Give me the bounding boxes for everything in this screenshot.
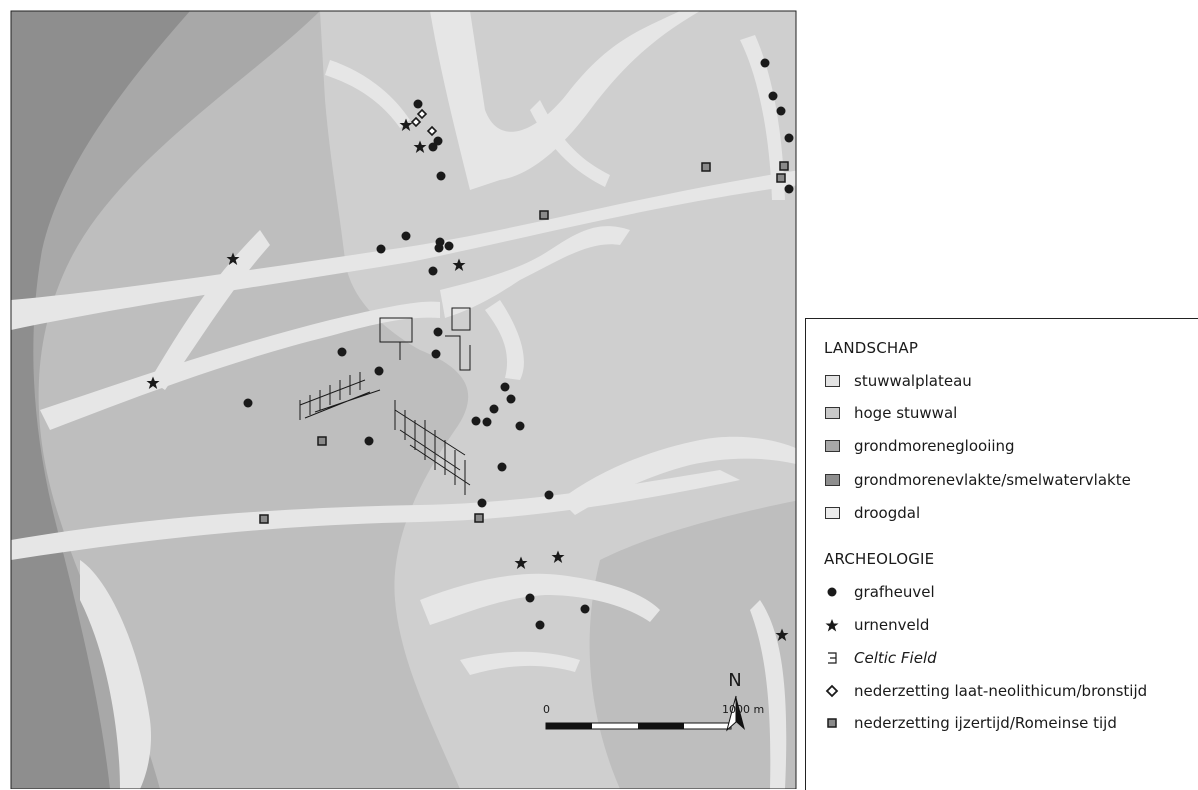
map-frame bbox=[10, 10, 797, 789]
legend-item: stuwwalplateau bbox=[824, 370, 972, 392]
north-label-wrap: N bbox=[720, 672, 750, 690]
legend-landscape-heading: LANDSCHAP bbox=[824, 339, 919, 357]
legend-item: grondmoreneglooiing bbox=[824, 435, 1015, 457]
legend-label: nederzetting laat-neolithicum/bronstijd bbox=[854, 682, 1148, 700]
north-arrow-icon bbox=[726, 695, 745, 732]
legend: LANDSCHAP stuwwalplateau hoge stuwwal gr… bbox=[805, 318, 1198, 790]
scale-end-label: 1000 m bbox=[722, 703, 765, 716]
dot-icon bbox=[827, 587, 837, 597]
legend-item: nederzetting ijzertijd/Romeinse tijd bbox=[824, 712, 1117, 734]
map bbox=[10, 10, 797, 789]
legend-item: grafheuvel bbox=[824, 581, 935, 603]
legend-archaeology-heading: ARCHEOLOGIE bbox=[824, 550, 935, 568]
legend-label: grafheuvel bbox=[854, 583, 935, 601]
square-icon bbox=[827, 718, 837, 728]
legend-item: Celtic Field bbox=[824, 647, 937, 669]
zone-grondmorenevlakte bbox=[11, 11, 190, 789]
legend-label: Celtic Field bbox=[854, 649, 937, 667]
legend-item: grondmorenevlakte/smelwatervlakte bbox=[824, 469, 1131, 491]
swatch-grondmoreneglooiing bbox=[824, 440, 840, 452]
zone-grondmoreneglooiing bbox=[11, 11, 320, 789]
legend-item: nederzetting laat-neolithicum/bronstijd bbox=[824, 680, 1147, 702]
star-icon bbox=[825, 619, 839, 632]
legend-label: droogdal bbox=[854, 504, 921, 522]
celtic-field-grid bbox=[299, 307, 471, 495]
legend-item: droogdal bbox=[824, 502, 920, 524]
swatch-stuwwalplateau bbox=[824, 375, 840, 387]
legend-label: nederzetting ijzertijd/Romeinse tijd bbox=[854, 714, 1117, 732]
legend-label: urnenveld bbox=[854, 616, 930, 634]
iron-age-settlement-points bbox=[259, 161, 789, 524]
swatch-grondmorenevlakte bbox=[824, 474, 840, 486]
urnenveld-points bbox=[146, 118, 789, 641]
zone-glooiing-se bbox=[589, 500, 796, 789]
legend-label: hoge stuwwal bbox=[854, 404, 958, 422]
swatch-hoge-stuwwal bbox=[824, 407, 840, 419]
legend-label: grondmorenevlakte/smelwatervlakte bbox=[854, 471, 1131, 489]
celtic-field-icon bbox=[828, 652, 837, 664]
diamond-icon bbox=[825, 684, 839, 698]
droogdal-valleys bbox=[11, 11, 796, 789]
neolithic-settlement-points bbox=[410, 108, 438, 137]
legend-item: urnenveld bbox=[824, 614, 929, 636]
legend-label: stuwwalplateau bbox=[854, 372, 972, 390]
scale-start-label: 0 bbox=[543, 703, 550, 716]
north-label: N bbox=[728, 670, 742, 691]
legend-item: hoge stuwwal bbox=[824, 402, 957, 424]
grafheuvel-points bbox=[243, 58, 794, 630]
legend-label: grondmoreneglooiing bbox=[854, 437, 1015, 455]
scale-bar bbox=[545, 722, 732, 730]
swatch-droogdal bbox=[824, 507, 840, 519]
